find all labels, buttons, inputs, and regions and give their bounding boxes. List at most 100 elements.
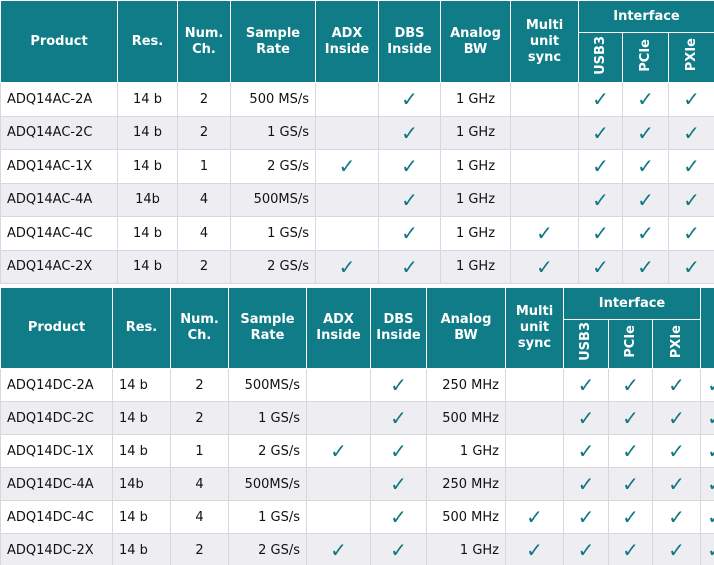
table-cell [510, 149, 579, 184]
table-cell: ✓ [505, 500, 564, 534]
table-cell: ✓ [608, 434, 653, 468]
table-cell: ✓ [578, 182, 623, 217]
table-cell: ✓ [563, 434, 609, 468]
column-header: PXIe [652, 319, 701, 369]
column-header: Num. Ch. [177, 0, 231, 83]
table-cell [505, 368, 564, 402]
column-header: Sample Rate [230, 0, 316, 83]
table-cell: 2 [177, 249, 231, 284]
table-cell: ✓ [378, 149, 441, 184]
table-cell: ADQ14AC-2X [0, 249, 118, 284]
column-header: USB3 [578, 32, 623, 83]
table-cell: ✓ [652, 401, 701, 435]
group-header: Interface [563, 287, 701, 320]
table-cell: ✓ [622, 249, 669, 284]
table-cell: 2 [170, 401, 229, 435]
table-cell: ADQ14DC-2A [0, 368, 113, 402]
table-cell: ✓ [378, 115, 441, 150]
table-cell [505, 401, 564, 435]
table-cell: ✓ [370, 533, 427, 565]
column-header: Res. [117, 0, 178, 83]
table-cell [306, 368, 371, 402]
table-cell: ✓ [563, 368, 609, 402]
table-cell: 1 [170, 434, 229, 468]
table-cell: ✓ [652, 368, 701, 402]
table-cell: 1 GHz [440, 216, 511, 251]
table-cell: 2 [177, 115, 231, 150]
table-cell [306, 467, 371, 501]
table-cell: 14 b [112, 401, 171, 435]
table-cell [510, 182, 579, 217]
table-cell [315, 82, 379, 117]
table-cell: 1 GHz [440, 115, 511, 150]
table-cell: ✓ [563, 467, 609, 501]
table-cell: 14 b [117, 149, 178, 184]
table-cell: ✓ [700, 533, 714, 565]
table-cell [505, 467, 564, 501]
table-cell [315, 182, 379, 217]
table-cell: 14b [117, 182, 178, 217]
table-cell: 1 GHz [440, 82, 511, 117]
table-cell: ADQ14DC-1X [0, 434, 113, 468]
table-cell: 4 [177, 182, 231, 217]
column-header: PXIe [668, 32, 714, 83]
table-cell: 14 b [117, 216, 178, 251]
table-cell: 1 GS/s [228, 401, 307, 435]
table-cell: 500 MS/s [230, 82, 316, 117]
table-cell: 4 [170, 467, 229, 501]
table-cell: ✓ [622, 149, 669, 184]
table-cell: 14 b [112, 500, 171, 534]
table-cell: ✓ [700, 467, 714, 501]
table-cell: ✓ [652, 533, 701, 565]
table-cell: ✓ [608, 467, 653, 501]
table-cell: ✓ [652, 467, 701, 501]
table-cell: 2 GS/s [230, 149, 316, 184]
table-cell: 14 b [112, 368, 171, 402]
table-cell: ✓ [563, 401, 609, 435]
table-cell: 1 [177, 149, 231, 184]
table-cell: 2 GS/s [228, 434, 307, 468]
table-cell: 500 MHz [426, 500, 506, 534]
table-cell: ✓ [370, 368, 427, 402]
table-cell: ADQ14AC-1X [0, 149, 118, 184]
table-cell: ✓ [578, 115, 623, 150]
table-cell: ADQ14DC-4A [0, 467, 113, 501]
header-row: USB3 PCIe PXIe [1, 319, 714, 369]
header-text: PXIe [683, 38, 699, 72]
table-cell: ✓ [510, 216, 579, 251]
table-cell: ✓ [622, 115, 669, 150]
header-text: PXIe [668, 324, 684, 359]
table-cell [510, 115, 579, 150]
column-header: USB3 [563, 319, 609, 369]
column-header: Sample Rate [228, 287, 307, 369]
table-cell: ✓ [378, 249, 441, 284]
table-cell: 2 [170, 533, 229, 565]
column-header: PCIe [608, 319, 653, 369]
header-text: USB3 [592, 35, 608, 75]
table-cell: 2 GS/s [228, 533, 307, 565]
table-cell: ✓ [378, 182, 441, 217]
table-cell: ✓ [622, 182, 669, 217]
column-header: Analog BW [440, 0, 511, 83]
table: Product Res. Num. Ch. Sample Rate ADX Inside… [0, 0, 714, 284]
table-cell: ✓ [306, 533, 371, 565]
table-cell: 2 [177, 82, 231, 117]
table-cell: 1 GHz [440, 182, 511, 217]
table-cell [505, 434, 564, 468]
column-header: Num. Ch. [170, 287, 229, 369]
table-cell: ADQ14AC-2A [0, 82, 118, 117]
table-cell: 14b [112, 467, 171, 501]
column-header: Product [0, 0, 118, 83]
column-header: ADX Inside [306, 287, 371, 369]
column-header: Multi unit sync [505, 287, 564, 369]
table-cell: ADQ14DC-4C [0, 500, 113, 534]
table-cell: 1 GHz [440, 249, 511, 284]
table-cell: 2 [170, 368, 229, 402]
table-cell: ✓ [622, 216, 669, 251]
table-cell: 14 b [117, 82, 178, 117]
